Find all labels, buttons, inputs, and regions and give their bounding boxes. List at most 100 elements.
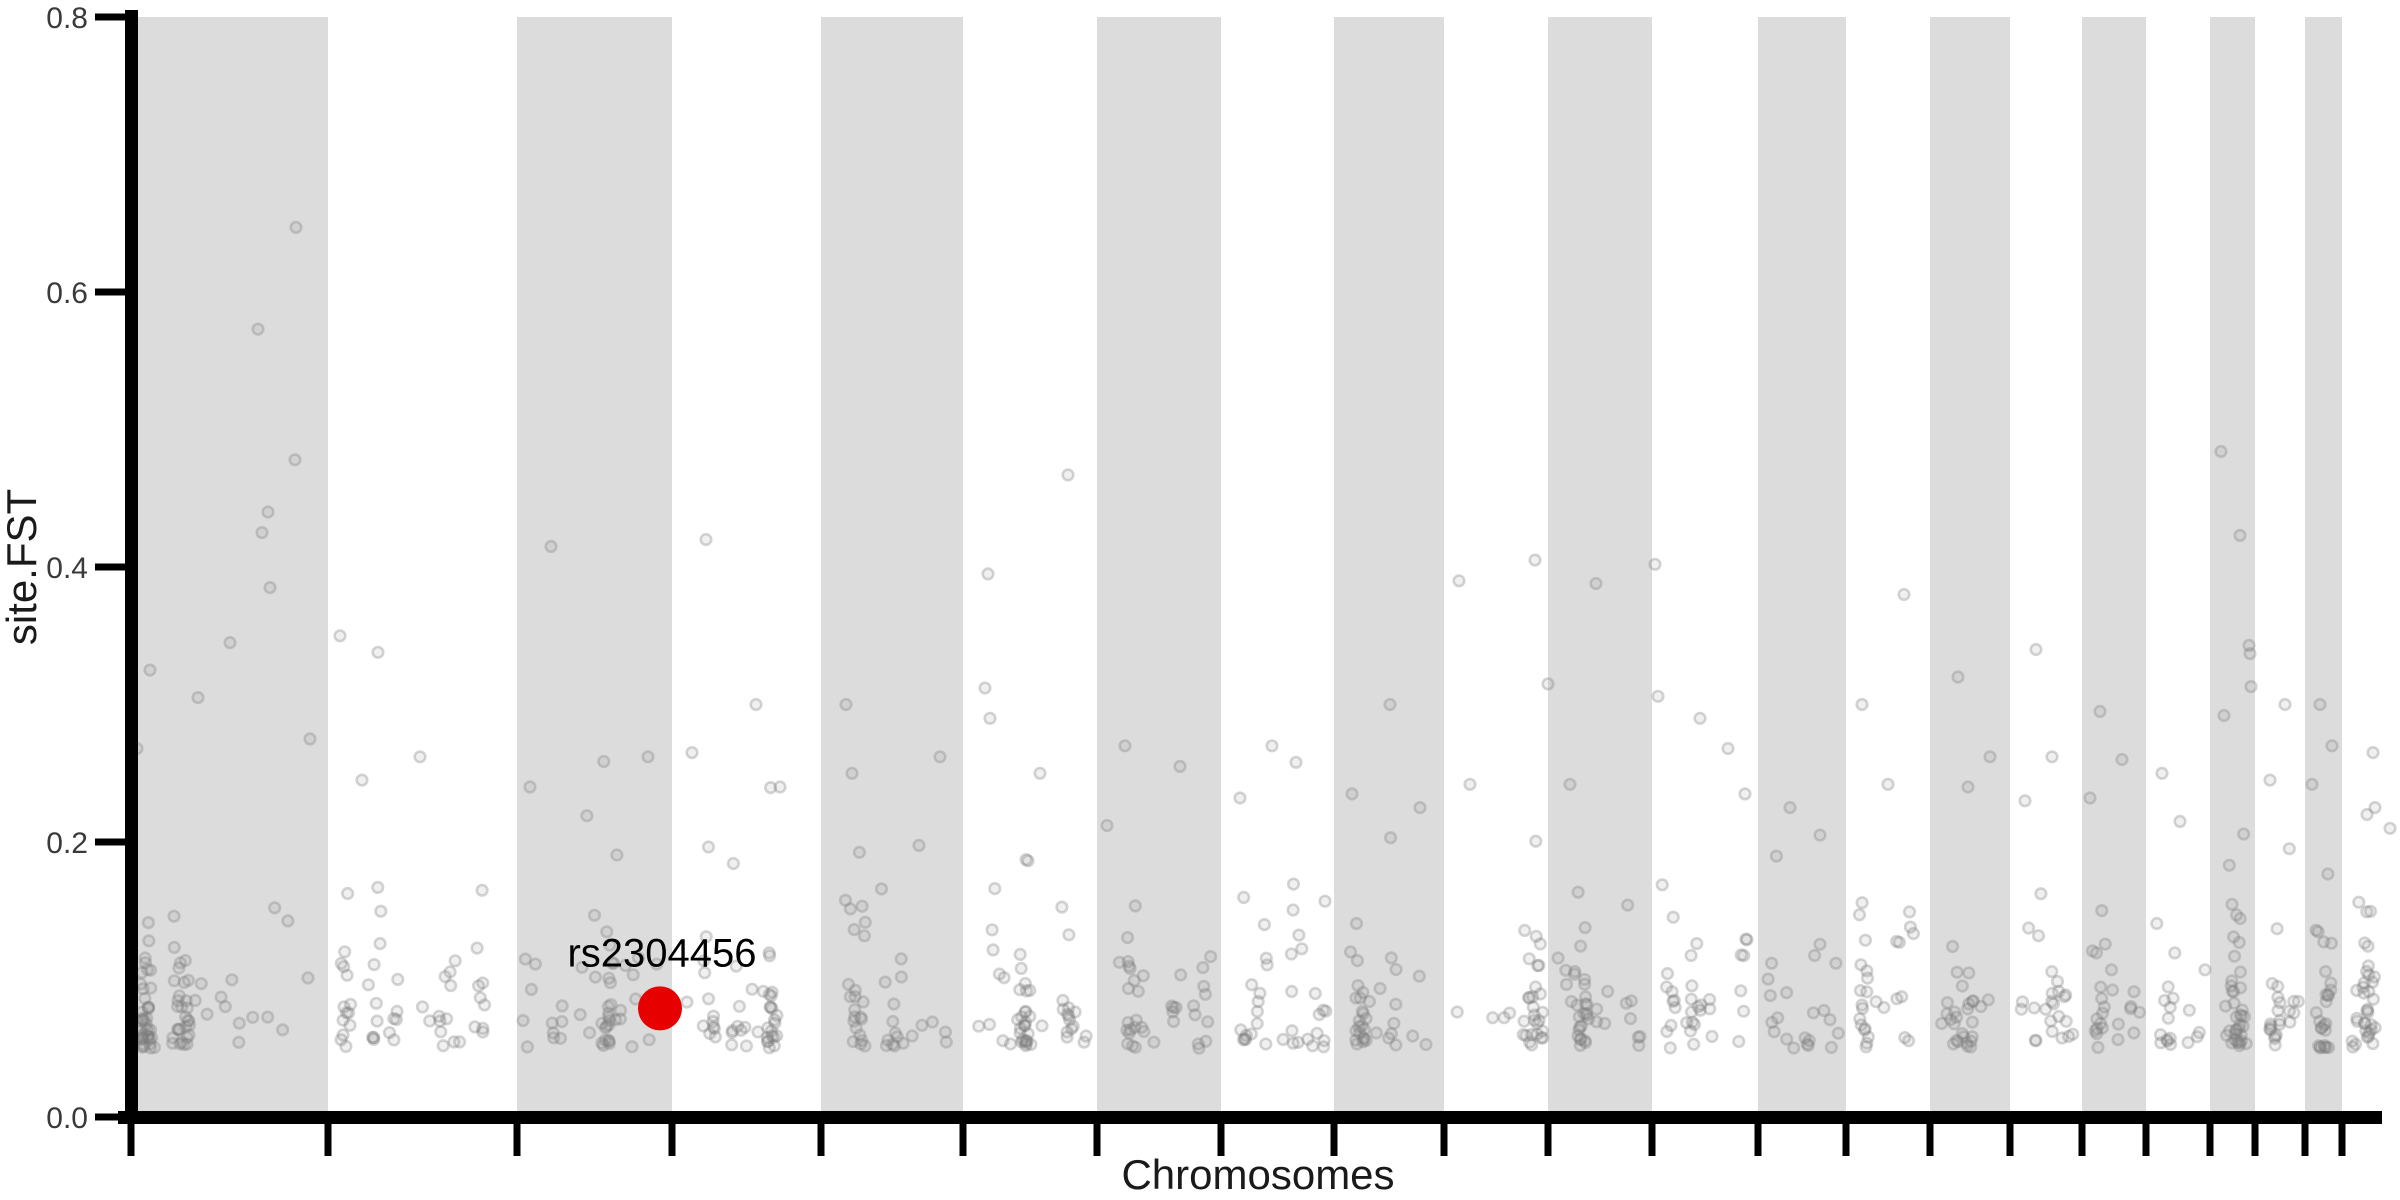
snp-point <box>2324 936 2338 950</box>
snp-point <box>2231 1035 2245 1050</box>
snp-point <box>2324 976 2338 990</box>
snp-point <box>1577 977 1592 991</box>
snp-point <box>1129 1013 1143 1027</box>
snp-point <box>2361 939 2375 953</box>
snp-point <box>1259 951 1273 965</box>
snp-point <box>1019 852 1033 867</box>
snp-point <box>1350 1037 1364 1051</box>
snp-point <box>857 929 872 943</box>
snp-point <box>1135 1020 1149 1034</box>
snp-point <box>1655 878 1669 892</box>
snp-point <box>1023 983 1037 998</box>
snp-point <box>1563 777 1577 791</box>
snp-point <box>905 1029 919 1043</box>
snp-point <box>2233 965 2248 979</box>
snp-point <box>1166 1014 1181 1029</box>
snp-point <box>1486 1011 1500 1025</box>
x-axis-tick <box>817 1124 825 1156</box>
snp-point <box>599 1019 614 1033</box>
snp-point <box>2105 983 2120 997</box>
snp-point <box>141 1029 155 1043</box>
snp-point <box>1020 1034 1034 1048</box>
snp-point <box>246 1010 260 1024</box>
snp-point <box>2313 1014 2327 1028</box>
chromosome-band <box>821 17 963 1111</box>
chromosome-band <box>1334 17 1444 1111</box>
snp-point <box>697 954 711 968</box>
snp-point <box>2360 905 2374 919</box>
snp-point <box>1800 1037 1814 1051</box>
snp-point <box>1530 1027 1544 1041</box>
snp-point <box>2358 1016 2372 1031</box>
snp-point <box>573 1007 587 1022</box>
snp-point <box>1974 999 1988 1014</box>
snp-point <box>1011 1012 1025 1027</box>
snp-point <box>1855 998 1869 1012</box>
snp-point <box>415 1000 430 1014</box>
snp-point <box>2223 1024 2237 1038</box>
snp-point <box>604 997 618 1012</box>
snp-point <box>340 968 354 982</box>
snp-point <box>858 1039 872 1053</box>
snp-point <box>1064 1022 1079 1036</box>
snp-point <box>2239 1036 2253 1051</box>
snp-point <box>1389 962 1403 977</box>
snp-point <box>188 993 202 1008</box>
snp-point <box>1316 1040 1331 1054</box>
snp-point <box>1257 917 1271 932</box>
snp-point <box>1949 1010 1964 1024</box>
snp-point <box>1572 1023 1586 1037</box>
y-axis-tick <box>95 838 125 846</box>
snp-point <box>137 1012 151 1027</box>
snp-point <box>2309 1005 2323 1020</box>
snp-point <box>939 1035 953 1049</box>
snp-point <box>1737 948 1751 963</box>
snp-point <box>1721 741 1735 756</box>
snp-point <box>387 1011 401 1026</box>
snp-point <box>2044 1014 2058 1028</box>
x-axis-tick <box>959 1124 967 1156</box>
snp-point <box>2190 1030 2204 1044</box>
snp-point <box>1659 980 1674 994</box>
snp-point <box>1383 831 1398 845</box>
snp-point <box>182 1014 196 1028</box>
snp-point <box>1860 971 1875 985</box>
snp-point <box>2090 1026 2104 1041</box>
snp-point <box>1238 1032 1253 1047</box>
y-axis-line <box>125 10 138 1124</box>
snp-point <box>1573 1038 1587 1052</box>
snp-point <box>288 453 302 467</box>
snp-point <box>2318 1023 2332 1037</box>
snp-point <box>885 1037 900 1051</box>
snp-point <box>448 954 462 968</box>
snp-point <box>2233 1008 2247 1022</box>
snp-point <box>887 1039 902 1053</box>
snp-point <box>453 1035 467 1049</box>
snp-point <box>2104 963 2119 977</box>
y-axis-tick-labels: 0.0 0.2 0.4 0.6 0.8 <box>46 2 88 1135</box>
snp-point <box>2090 1012 2104 1026</box>
snp-point <box>1691 1000 1705 1014</box>
snp-point <box>2271 990 2285 1004</box>
snp-point <box>261 1010 275 1024</box>
snp-point <box>141 1000 155 1014</box>
snp-point <box>1541 677 1555 691</box>
snp-point <box>1310 1026 1324 1040</box>
snp-point <box>982 1017 997 1032</box>
snp-point <box>2263 773 2277 787</box>
snp-point <box>2050 974 2065 989</box>
snp-point <box>472 979 486 993</box>
snp-point <box>2045 994 2059 1009</box>
snp-point <box>701 840 716 854</box>
snp-point <box>618 958 633 973</box>
snp-point <box>1624 994 1638 1008</box>
snp-point <box>214 990 228 1004</box>
snp-point <box>2282 1004 2296 1018</box>
y-axis-tick <box>95 13 125 21</box>
snp-point <box>1357 1032 1371 1046</box>
snp-point <box>1352 1013 1366 1028</box>
snp-point <box>1343 945 1358 959</box>
x-axis-title: Chromosomes <box>1121 1151 1394 1198</box>
snp-point <box>1387 1016 1401 1030</box>
snp-point <box>764 989 778 1003</box>
